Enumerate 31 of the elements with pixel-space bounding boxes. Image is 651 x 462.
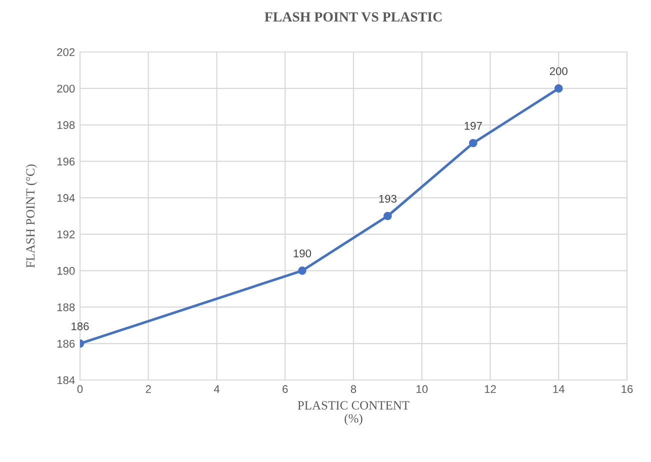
x-tick-label: 2 (146, 385, 151, 393)
x-tick-label: 16 (622, 385, 633, 394)
x-tick-label: 14 (553, 385, 564, 393)
x-tick-label: 8 (350, 385, 356, 394)
y-tick-label: 202 (57, 48, 75, 56)
y-tick-label: 184 (57, 376, 75, 384)
y-tick-label: 190 (57, 266, 75, 275)
data-label: 193 (379, 194, 396, 203)
x-tick-label: 4 (214, 385, 220, 393)
x-tick-label: 6 (282, 385, 288, 394)
y-tick-label: 192 (57, 230, 75, 238)
x-axis-title: PLASTIC CONTENT (%) (298, 401, 410, 426)
chart-title: FLASH POINT VS PLASTIC (264, 12, 442, 22)
y-tick-label: 200 (57, 84, 75, 93)
y-tick-label: 186 (57, 340, 75, 348)
x-tick-label: 10 (416, 385, 428, 394)
data-label: 190 (294, 249, 312, 258)
y-axis-title: FLASH POINT (°C) (26, 164, 38, 268)
point (384, 212, 392, 220)
y-tick-label: 198 (57, 121, 75, 130)
x-tick-label: 12 (484, 385, 496, 393)
y-tick-label: 188 (57, 303, 75, 312)
x-tick-label: 0 (77, 385, 83, 394)
data-label: 200 (550, 67, 568, 76)
y-tick-label: 196 (57, 158, 75, 166)
y-tick-label: 194 (57, 194, 75, 202)
point (554, 84, 563, 93)
data-label: 186 (72, 322, 89, 330)
point (468, 138, 478, 148)
point (298, 266, 306, 275)
data-label: 197 (464, 122, 482, 130)
